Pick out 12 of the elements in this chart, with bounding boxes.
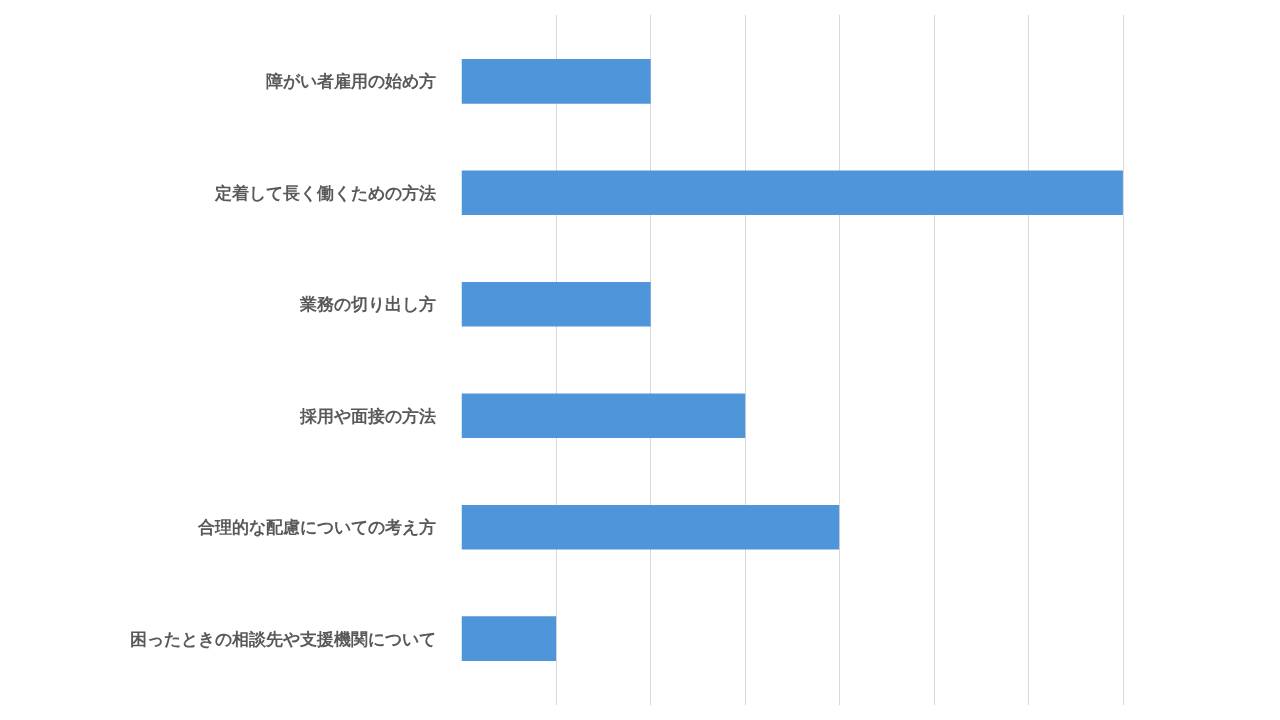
y-tick-label: 業務の切り出し方 <box>298 294 436 315</box>
bar <box>461 281 651 327</box>
y-tick-label: 合理的な配慮についての考え方 <box>196 517 436 538</box>
bar <box>461 170 1123 216</box>
y-tick-label: 定着して長く働くための方法 <box>213 182 436 203</box>
y-tick-label: 困ったときの相談先や支援機関について <box>129 628 436 649</box>
y-tick-label: 障がい者雇用の始め方 <box>265 71 436 92</box>
bar <box>461 393 746 439</box>
bar <box>461 616 557 661</box>
bar <box>461 504 840 550</box>
bar <box>461 59 651 104</box>
y-tick-label: 採用や面接の方法 <box>298 405 436 426</box>
